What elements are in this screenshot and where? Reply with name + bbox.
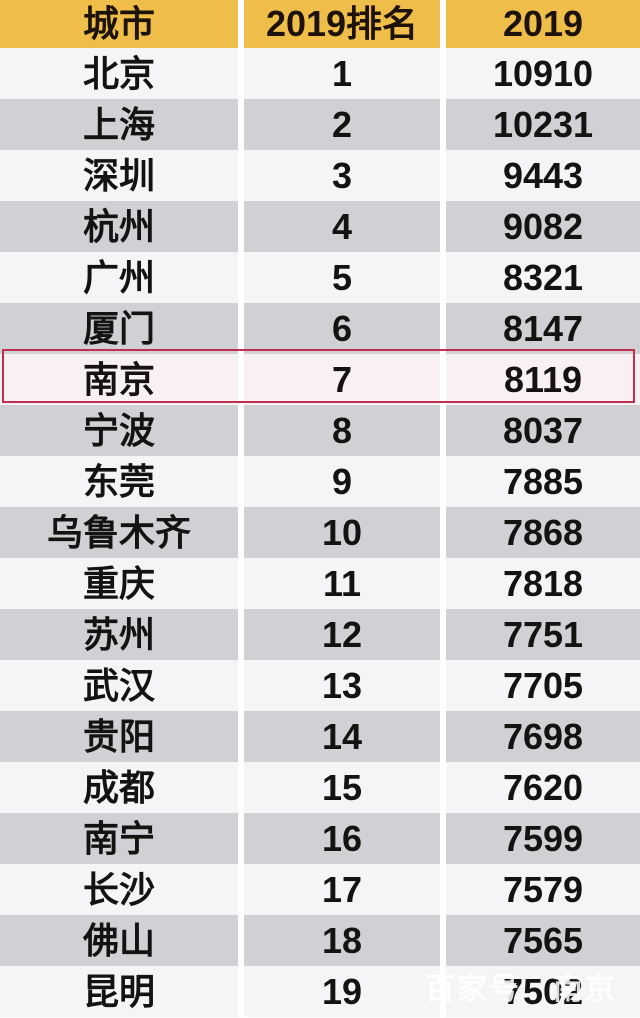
cell-value: 7599 <box>446 813 640 864</box>
table-row: 长沙 17 7579 <box>0 864 640 915</box>
cell-value: 8147 <box>446 303 640 354</box>
cell-city: 乌鲁木齐 <box>0 507 238 558</box>
cell-rank: 2 <box>238 99 446 150</box>
cell-city: 长沙 <box>82 869 155 910</box>
cell-rank: 18 <box>238 915 446 966</box>
cell-value: 7885 <box>502 461 584 502</box>
cell-city: 东莞 <box>82 461 155 502</box>
cell-value: 7502 <box>502 971 584 1012</box>
header-cell-city: 城市 <box>0 0 238 48</box>
cell-rank: 4 <box>238 201 446 252</box>
cell-value: 7565 <box>446 915 640 966</box>
cell-city: 苏州 <box>0 609 238 660</box>
cell-rank: 15 <box>238 762 446 813</box>
cell-value: 7818 <box>502 563 584 604</box>
cell-rank: 5 <box>238 252 446 303</box>
cell-value: 8119 <box>503 359 583 400</box>
cell-rank: 6 <box>238 303 446 354</box>
cell-value: 7751 <box>446 609 640 660</box>
table-row: 东莞 9 7885 <box>0 456 640 507</box>
cell-city: 武汉 <box>82 665 155 706</box>
cell-rank: 11 <box>238 558 446 609</box>
header-cell-rank-2019: 2019排名 <box>238 0 446 48</box>
cell-city: 北京 <box>82 53 155 94</box>
table-row: 成都 15 7620 <box>0 762 640 813</box>
table-row: 贵阳 14 7698 <box>0 711 640 762</box>
table-row: 佛山 18 7565 <box>0 915 640 966</box>
cell-rank: 13 <box>238 660 446 711</box>
table-row: 昆明 19 7502 <box>0 966 640 1017</box>
cell-rank: 16 <box>238 813 446 864</box>
cell-city: 南京 <box>82 359 155 400</box>
cell-value: 7698 <box>446 711 640 762</box>
cell-city: 重庆 <box>82 563 155 604</box>
table-row: 重庆 11 7818 <box>0 558 640 609</box>
cell-rank: 19 <box>238 966 446 1017</box>
cell-city: 贵阳 <box>0 711 238 762</box>
cell-rank: 12 <box>238 609 446 660</box>
cell-rank: 3 <box>238 150 446 201</box>
cell-city: 宁波 <box>0 405 238 456</box>
table-row: 厦门 6 8147 <box>0 303 640 354</box>
cell-city: 厦门 <box>0 303 238 354</box>
cell-city: 深圳 <box>82 155 155 196</box>
table-row: 北京 1 10910 <box>0 48 640 99</box>
cell-value: 9443 <box>502 155 584 196</box>
cell-value: 7868 <box>446 507 640 558</box>
cell-city: 广州 <box>82 257 155 298</box>
cell-rank: 14 <box>238 711 446 762</box>
table-row: 南京 7 8119 <box>0 349 640 405</box>
cell-rank: 17 <box>238 864 446 915</box>
cell-city: 成都 <box>82 767 155 808</box>
table-row: 南宁 16 7599 <box>0 813 640 864</box>
cell-value: 7705 <box>502 665 584 706</box>
table-body: 北京 1 10910 上海 2 10231 深圳 3 9443 杭州 4 908… <box>0 48 640 1017</box>
table-row: 上海 2 10231 <box>0 99 640 150</box>
table-row: 宁波 8 8037 <box>0 405 640 456</box>
cell-value: 7620 <box>502 767 584 808</box>
cell-city: 佛山 <box>0 915 238 966</box>
cell-city: 南宁 <box>0 813 238 864</box>
table-row: 杭州 4 9082 <box>0 201 640 252</box>
cell-rank: 7 <box>238 354 446 405</box>
cell-value: 8037 <box>446 405 640 456</box>
cell-city: 杭州 <box>0 201 238 252</box>
table-header-row: 城市 2019排名 2019 <box>0 0 640 48</box>
table-row: 深圳 3 9443 <box>0 150 640 201</box>
table-row: 广州 5 8321 <box>0 252 640 303</box>
cell-rank: 1 <box>238 48 446 99</box>
cell-value: 9082 <box>446 201 640 252</box>
cell-rank: 10 <box>238 507 446 558</box>
cell-rank: 9 <box>238 456 446 507</box>
cell-value: 10231 <box>446 99 640 150</box>
table-row: 武汉 13 7705 <box>0 660 640 711</box>
cell-rank: 8 <box>238 405 446 456</box>
cell-value: 10910 <box>492 53 594 94</box>
table-row: 乌鲁木齐 10 7868 <box>0 507 640 558</box>
cell-value: 8321 <box>502 257 584 298</box>
cell-value: 7579 <box>502 869 584 910</box>
table-row: 苏州 12 7751 <box>0 609 640 660</box>
header-cell-value-2019: 2019 <box>446 0 640 48</box>
cell-city: 昆明 <box>82 971 155 1012</box>
cell-city: 上海 <box>0 99 238 150</box>
